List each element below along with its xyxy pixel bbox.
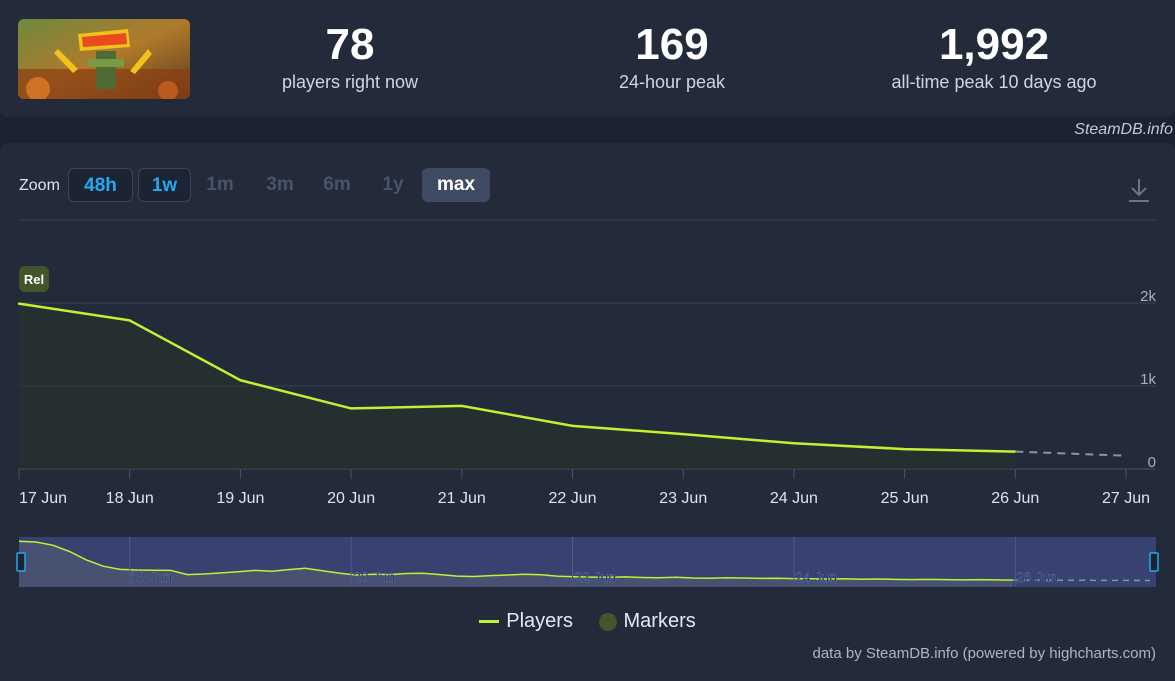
zoom-1m-button[interactable]: 1m bbox=[206, 174, 234, 195]
y-tick-label: 0 bbox=[1148, 454, 1156, 471]
x-tick-label: 21 Jun bbox=[438, 490, 486, 507]
stat-24h-peak-value: 169 bbox=[635, 20, 709, 69]
legend-markers[interactable]: Markers bbox=[598, 610, 696, 633]
chart-markers: Rel bbox=[19, 266, 49, 292]
navigator[interactable]: 18 Jun 20 Jun 22 Jun 24 Jun 26 Jun bbox=[16, 537, 1159, 587]
navigator-selection[interactable] bbox=[19, 537, 1156, 587]
x-tick-label: 24 Jun bbox=[770, 490, 818, 507]
x-tick-label: 20 Jun bbox=[327, 490, 375, 507]
navigator-left-handle[interactable] bbox=[16, 552, 26, 572]
navigator-label: 24 Jun bbox=[795, 569, 837, 585]
navigator-label: 22 Jun bbox=[574, 569, 616, 585]
legend-players-swatch bbox=[479, 620, 500, 624]
zoom-48h-button[interactable]: 48h bbox=[68, 168, 133, 202]
projection-line bbox=[1015, 450, 1127, 457]
stat-players-now-label: players right now bbox=[281, 72, 419, 92]
chart-line-layer bbox=[17, 302, 1127, 457]
zoom-3m-button[interactable]: 3m bbox=[266, 174, 294, 195]
players-area bbox=[19, 303, 1016, 469]
x-tick-label: 23 Jun bbox=[659, 490, 707, 507]
release-marker-label: Rel bbox=[24, 272, 44, 287]
players-point[interactable] bbox=[792, 442, 796, 445]
x-tick-label: 17 Jun bbox=[19, 490, 67, 507]
navigator-area bbox=[19, 541, 1013, 587]
zoom-label: Zoom bbox=[19, 177, 60, 194]
legend-markers-label: Markers bbox=[623, 610, 696, 633]
zoom-6m-button[interactable]: 6m bbox=[323, 174, 351, 195]
stat-24h-peak: 169 24-hour peak bbox=[522, 18, 822, 93]
navigator-label: 18 Jun bbox=[130, 569, 172, 585]
stat-alltime-peak-value: 1,992 bbox=[938, 20, 1050, 69]
x-tick-label: 27 Jun bbox=[1102, 490, 1150, 507]
x-tick-label: 25 Jun bbox=[881, 490, 929, 507]
players-point[interactable] bbox=[903, 447, 906, 451]
stats-panel: 78 players right now 169 24-hour peak 1,… bbox=[0, 0, 1175, 117]
chart-legend: Players Markers bbox=[0, 610, 1175, 633]
players-point[interactable] bbox=[460, 404, 463, 408]
game-thumbnail[interactable] bbox=[18, 19, 190, 99]
zoom-max-button[interactable]: max bbox=[422, 168, 490, 202]
x-tick-label: 18 Jun bbox=[106, 490, 154, 507]
players-series-line bbox=[18, 302, 1016, 453]
navigator-line bbox=[18, 540, 1014, 581]
legend-markers-swatch bbox=[598, 612, 617, 631]
y-axis: 0 1k 2k bbox=[1140, 288, 1156, 471]
x-tick-label: 19 Jun bbox=[216, 490, 264, 507]
legend-players-label: Players bbox=[506, 610, 573, 633]
x-tick-label: 22 Jun bbox=[548, 490, 596, 507]
players-point[interactable] bbox=[682, 432, 685, 436]
stat-alltime-peak-label: all-time peak 10 days ago bbox=[891, 72, 1097, 92]
navigator-right-handle[interactable] bbox=[1149, 552, 1159, 572]
navigator-label: 20 Jun bbox=[353, 569, 395, 585]
powered-by-note[interactable]: data by SteamDB.info (powered by highcha… bbox=[812, 645, 1157, 662]
stat-players-now-value: 78 bbox=[325, 20, 375, 69]
y-tick-label: 1k bbox=[1140, 371, 1156, 388]
y-tick-label: 2k bbox=[1140, 288, 1156, 305]
game-thumbnail-image bbox=[18, 19, 190, 99]
zoom-1w-button[interactable]: 1w bbox=[138, 168, 191, 202]
stat-alltime-peak: 1,992 all-time peak 10 days ago bbox=[844, 18, 1144, 93]
legend-players[interactable]: Players bbox=[479, 610, 573, 633]
players-point[interactable] bbox=[349, 407, 353, 410]
download-icon[interactable] bbox=[1126, 176, 1152, 204]
chart-area bbox=[19, 303, 1016, 469]
players-point[interactable] bbox=[17, 302, 21, 305]
players-point[interactable] bbox=[571, 424, 574, 428]
stat-players-now: 78 players right now bbox=[200, 18, 500, 93]
x-tick-label: 26 Jun bbox=[991, 490, 1039, 507]
navigator-label: 26 Jun bbox=[1016, 569, 1058, 585]
stat-24h-peak-label: 24-hour peak bbox=[618, 72, 726, 92]
players-point[interactable] bbox=[239, 378, 242, 382]
source-credit[interactable]: SteamDB.info bbox=[1074, 121, 1173, 138]
x-axis: 17 Jun 18 Jun 19 Jun 20 Jun 21 Jun 22 Jun 23 J… bbox=[18, 469, 1150, 507]
zoom-1y-button[interactable]: 1y bbox=[382, 174, 404, 195]
release-marker[interactable] bbox=[19, 266, 49, 292]
players-point[interactable] bbox=[128, 319, 131, 322]
